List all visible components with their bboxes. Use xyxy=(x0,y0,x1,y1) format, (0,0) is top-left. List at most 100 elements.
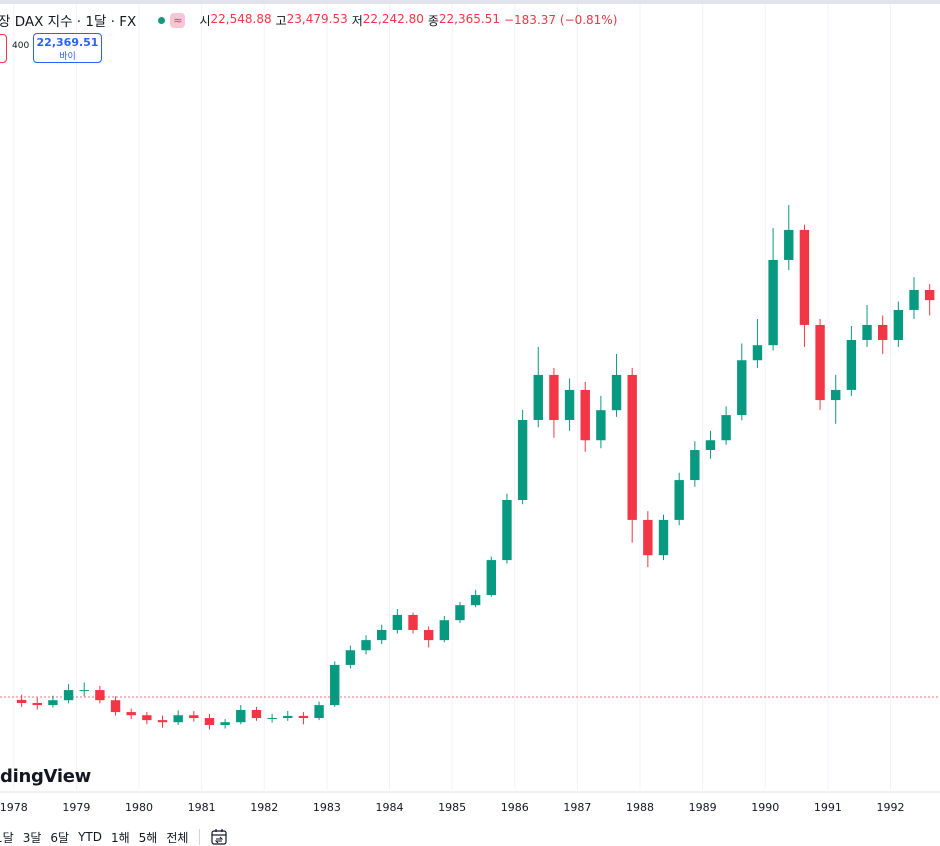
candle-body xyxy=(549,374,559,420)
candle-body xyxy=(893,309,904,340)
candle-body xyxy=(110,700,121,713)
candle-body xyxy=(737,360,747,416)
candle-body xyxy=(16,699,27,703)
range-button[interactable]: 5해 xyxy=(138,830,158,845)
candle-body xyxy=(126,712,136,716)
candle-body xyxy=(63,690,74,701)
candle-body xyxy=(251,709,262,719)
top-border xyxy=(0,0,940,4)
range-button[interactable]: 1달 xyxy=(0,830,14,845)
candle-body xyxy=(486,560,496,596)
ohlc-value: 22,548.88 xyxy=(210,11,272,26)
x-tick-label: 1989 xyxy=(689,801,717,814)
range-button[interactable]: YTD xyxy=(78,830,102,844)
x-tick-label: 1988 xyxy=(626,801,654,814)
candle-body xyxy=(204,718,215,726)
toolbar-separator xyxy=(199,829,201,845)
candle-body xyxy=(142,715,152,721)
candle-body xyxy=(533,374,543,420)
candle-body xyxy=(517,419,528,500)
candle-body xyxy=(95,690,105,701)
candle-body xyxy=(267,718,277,720)
candle-body xyxy=(392,614,403,630)
sell-button[interactable] xyxy=(0,34,7,63)
candle-body xyxy=(846,339,857,390)
buy-label: 바이 xyxy=(59,52,76,62)
candle-body xyxy=(674,480,684,520)
candle-body xyxy=(705,440,716,451)
candle-body xyxy=(408,614,418,630)
x-tick-label: 1991 xyxy=(814,801,842,814)
x-tick-label: 1979 xyxy=(62,801,90,814)
candle-body xyxy=(815,324,825,401)
candle-body xyxy=(157,720,168,723)
candle-body xyxy=(721,415,731,441)
price-change: −183.37 (−0.81%) xyxy=(503,13,618,27)
candle-body xyxy=(345,650,356,665)
status-badge[interactable]: ≈ xyxy=(170,12,186,28)
candle-body xyxy=(799,229,810,325)
candle-body xyxy=(377,629,387,641)
x-tick-label: 1992 xyxy=(877,801,905,814)
ohlc-value: 22,242.80 xyxy=(362,11,424,26)
candle-body xyxy=(48,700,58,706)
candle-body xyxy=(643,519,653,556)
ohlc-value: 23,479.53 xyxy=(286,11,348,26)
candle-body xyxy=(924,290,935,301)
candle-body xyxy=(236,709,246,723)
x-tick-label: 1980 xyxy=(125,801,153,814)
candle-body xyxy=(173,715,183,723)
candle-body xyxy=(564,389,575,420)
candle-body xyxy=(314,705,324,719)
candle-body xyxy=(596,410,606,441)
candle-body xyxy=(423,629,434,641)
candle-body xyxy=(298,715,309,719)
watermark-logo: dingView xyxy=(0,766,91,787)
ohlc-label: 고 xyxy=(275,13,287,28)
candle-body xyxy=(784,229,794,260)
candle-body xyxy=(658,519,669,556)
candle-body xyxy=(32,702,42,706)
buy-button[interactable]: 22,369.51 바이 xyxy=(33,33,102,63)
candle-body xyxy=(627,374,637,520)
candle-body xyxy=(189,715,199,719)
x-tick-label: 1983 xyxy=(313,801,341,814)
range-button[interactable]: 전체 xyxy=(166,830,189,845)
candle-body xyxy=(862,324,872,340)
x-tick-label: 1978 xyxy=(0,801,28,814)
candle-body xyxy=(283,715,293,719)
candle-body xyxy=(831,389,841,401)
ohlc-label: 시 xyxy=(199,13,211,28)
order-quantity[interactable]: 400 xyxy=(12,41,30,51)
candle-body xyxy=(909,290,919,310)
candle-body xyxy=(361,640,371,651)
range-button[interactable]: 3달 xyxy=(22,830,42,845)
candle-body xyxy=(220,722,230,726)
range-button[interactable]: 1해 xyxy=(110,830,130,845)
legend-header: 장 DAX 지수 · 1달 · FX ≈ 시 22,548.88 고 23,479.5… xyxy=(0,10,618,31)
candle-body xyxy=(330,664,340,706)
range-button[interactable]: 6달 xyxy=(50,830,70,845)
ohlc-label: 종 xyxy=(427,13,439,28)
x-tick-label: 1990 xyxy=(751,801,779,814)
market-status-dot xyxy=(158,16,166,24)
ohlc-values: 시 22,548.88 고 23,479.53 저 22,242.80 종 22,365.51 xyxy=(199,12,504,29)
ohlc-value: 22,365.51 xyxy=(438,11,500,26)
symbol-title[interactable]: 장 DAX 지수 · 1달 · FX xyxy=(0,14,137,30)
x-tick-label: 1985 xyxy=(438,801,466,814)
candle-body xyxy=(439,620,450,641)
candle-body xyxy=(752,345,763,361)
candle-body xyxy=(455,605,465,621)
candle-body xyxy=(470,595,481,606)
candle-body xyxy=(768,259,778,346)
candle-body xyxy=(502,499,512,561)
go-to-date-button[interactable] xyxy=(210,828,228,846)
buy-price: 22,369.51 xyxy=(36,36,99,49)
ohlc-label: 저 xyxy=(351,13,363,28)
x-tick-label: 1987 xyxy=(563,801,591,814)
candle-body xyxy=(79,690,89,692)
x-tick-label: 1982 xyxy=(250,801,278,814)
